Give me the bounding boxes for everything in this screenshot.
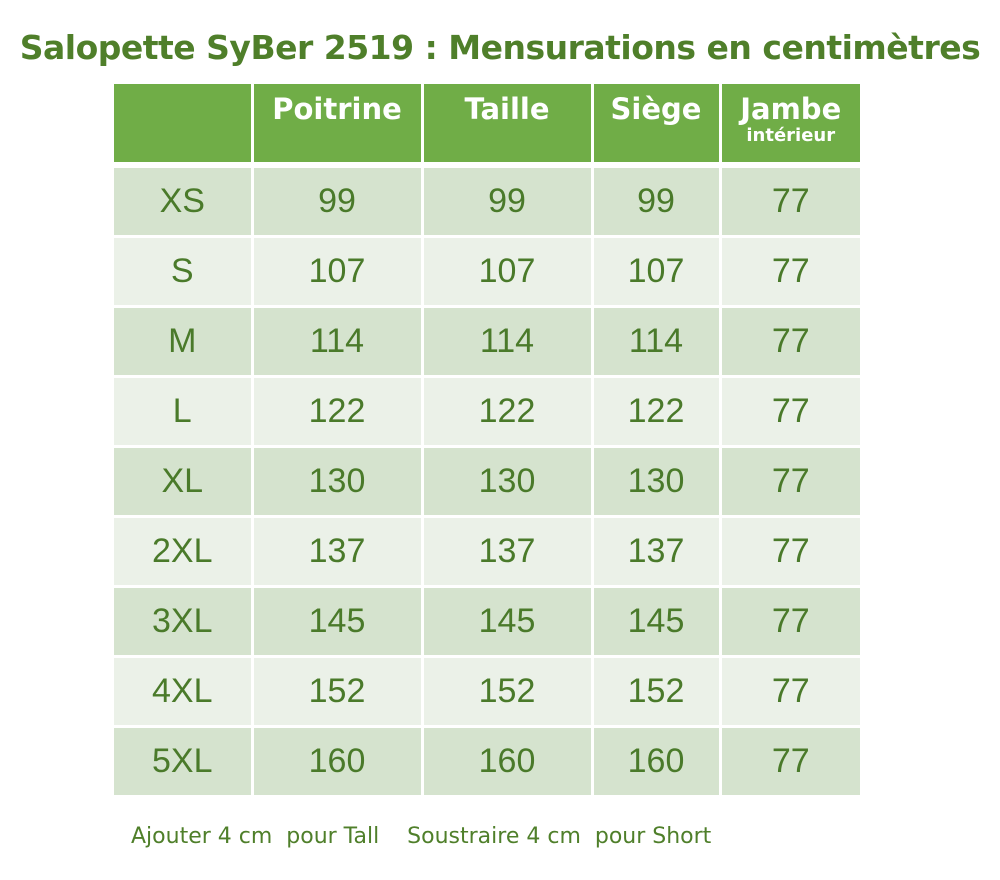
note-tall: Ajouter 4 cm pour Tall: [131, 824, 380, 849]
cell-size: S: [114, 235, 254, 308]
cell-seat: 130: [590, 445, 722, 518]
header-size: [114, 84, 254, 168]
cell-waist: 107: [420, 235, 594, 308]
table-row: 3XL 145 145 145 77: [114, 585, 860, 658]
cell-waist: 122: [420, 375, 594, 448]
cell-chest: 99: [250, 163, 424, 238]
table-row: XS 99 99 99 77: [114, 163, 860, 238]
header-row: Poitrine Taille Siège Jambe intérieur: [114, 84, 860, 168]
table-row: M 114 114 114 77: [114, 305, 860, 378]
cell-leg: 77: [718, 445, 860, 518]
cell-waist: 145: [420, 585, 594, 658]
cell-seat: 160: [590, 725, 722, 798]
cell-seat: 145: [590, 585, 722, 658]
cell-chest: 152: [250, 655, 424, 728]
table-row: L 122 122 122 77: [114, 375, 860, 448]
cell-chest: 114: [250, 305, 424, 378]
cell-leg: 77: [718, 585, 860, 658]
table-row: 2XL 137 137 137 77: [114, 515, 860, 588]
size-table: Poitrine Taille Siège Jambe intérieur XS…: [114, 84, 860, 798]
cell-leg: 77: [718, 515, 860, 588]
cell-waist: 152: [420, 655, 594, 728]
cell-leg: 77: [718, 163, 860, 238]
cell-leg: 77: [718, 305, 860, 378]
chart-title: Salopette SyBer 2519 : Mensurations en c…: [19, 28, 981, 67]
cell-size: M: [114, 305, 254, 378]
cell-seat: 114: [590, 305, 722, 378]
cell-leg: 77: [718, 235, 860, 308]
cell-chest: 145: [250, 585, 424, 658]
cell-seat: 152: [590, 655, 722, 728]
cell-waist: 137: [420, 515, 594, 588]
cell-seat: 99: [590, 163, 722, 238]
cell-leg: 77: [718, 375, 860, 448]
table-row: 5XL 160 160 160 77: [114, 725, 860, 798]
table-row: XL 130 130 130 77: [114, 445, 860, 518]
cell-size: XL: [114, 445, 254, 518]
header-leg-label: Jambe: [740, 92, 842, 126]
cell-waist: 99: [420, 163, 594, 238]
footnote: Ajouter 4 cm pour Tall Soustraire 4 cm p…: [131, 824, 711, 849]
cell-seat: 107: [590, 235, 722, 308]
header-leg: Jambe intérieur: [718, 84, 860, 168]
cell-waist: 130: [420, 445, 594, 518]
cell-size: L: [114, 375, 254, 448]
header-chest: Poitrine: [250, 84, 424, 168]
note-short: Soustraire 4 cm pour Short: [407, 824, 712, 849]
table-body: XS 99 99 99 77 S 107 107 107 77 M 114 114 114 77 L 122 12…: [114, 163, 860, 798]
cell-size: 3XL: [114, 585, 254, 658]
header-waist: Taille: [420, 84, 594, 168]
cell-leg: 77: [718, 655, 860, 728]
cell-size: 2XL: [114, 515, 254, 588]
cell-chest: 130: [250, 445, 424, 518]
cell-leg: 77: [718, 725, 860, 798]
cell-seat: 137: [590, 515, 722, 588]
cell-chest: 160: [250, 725, 424, 798]
cell-size: XS: [114, 163, 254, 238]
cell-size: 4XL: [114, 655, 254, 728]
header-leg-sublabel: intérieur: [746, 125, 836, 146]
cell-chest: 137: [250, 515, 424, 588]
header-seat: Siège: [590, 84, 722, 168]
cell-size: 5XL: [114, 725, 254, 798]
cell-chest: 107: [250, 235, 424, 308]
cell-waist: 160: [420, 725, 594, 798]
cell-waist: 114: [420, 305, 594, 378]
cell-chest: 122: [250, 375, 424, 448]
cell-seat: 122: [590, 375, 722, 448]
table-row: S 107 107 107 77: [114, 235, 860, 308]
table-row: 4XL 152 152 152 77: [114, 655, 860, 728]
